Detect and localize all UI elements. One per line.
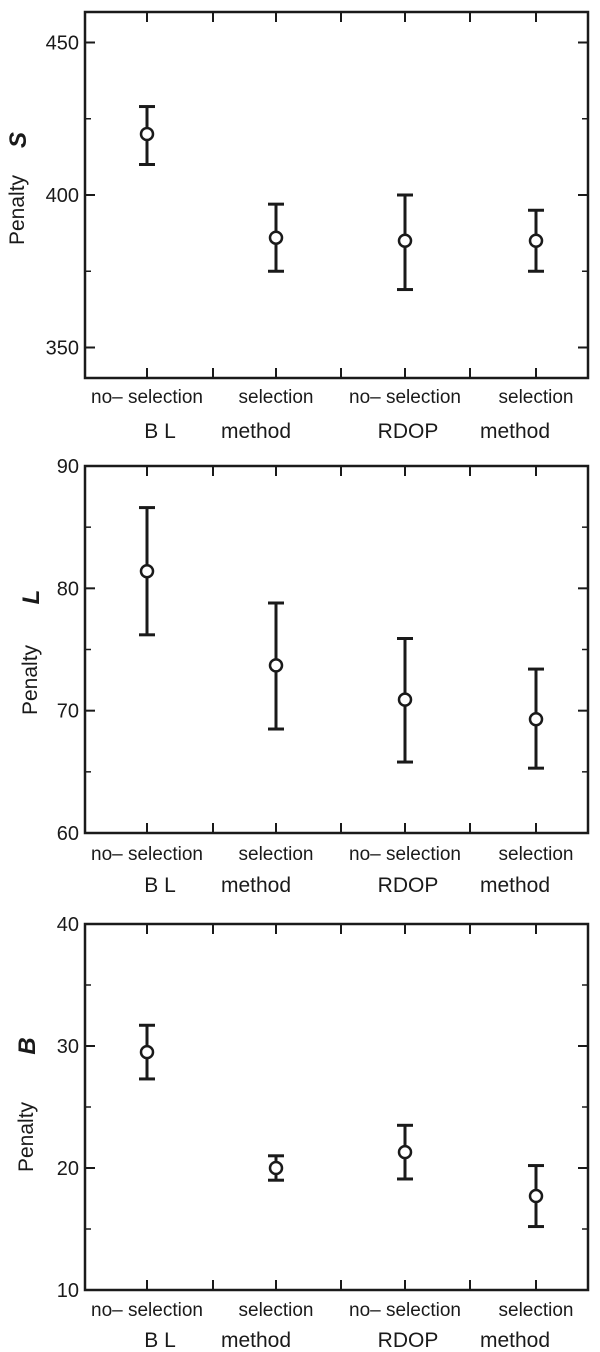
mean-marker	[139, 563, 155, 579]
category-label: selection	[499, 844, 574, 865]
plot-frame	[83, 464, 590, 835]
category-label: selection	[239, 844, 314, 865]
data-point-2	[268, 202, 284, 273]
y-axis-symbol: L	[18, 590, 45, 605]
mean-marker	[528, 711, 544, 727]
mean-marker	[139, 126, 155, 142]
y-tick-label: 90	[57, 456, 79, 478]
mean-marker	[397, 692, 413, 707]
category-label: no– selection	[349, 1300, 461, 1321]
category-label: no– selection	[91, 1300, 203, 1321]
mean-marker	[397, 233, 413, 248]
panel-2: 60 70 80 90 Penalty Lno– selection selection no…	[18, 456, 590, 897]
plot-frame	[83, 10, 590, 380]
data-point-2	[268, 601, 284, 731]
group-label: method	[221, 874, 291, 897]
y-tick-label: 20	[57, 1158, 79, 1180]
data-point-1	[139, 105, 155, 166]
mean-marker	[268, 1160, 284, 1176]
y-tick-label: 10	[57, 1280, 79, 1302]
group-label: B L	[144, 420, 176, 443]
data-point-2	[268, 1154, 284, 1182]
group-label: RDOP	[378, 420, 439, 443]
y-tick-label: 30	[57, 1036, 79, 1058]
y-tick-label: 350	[46, 338, 79, 360]
category-label: selection	[239, 387, 314, 408]
data-point-4	[528, 1164, 544, 1229]
mean-marker	[139, 1044, 155, 1060]
mean-marker	[528, 233, 544, 248]
y-tick-label: 70	[57, 701, 79, 723]
mean-marker	[528, 1188, 544, 1204]
category-label: no– selection	[349, 844, 461, 865]
mean-marker	[397, 1144, 413, 1160]
data-point-1	[139, 1023, 155, 1081]
data-point-3	[397, 636, 413, 764]
mean-marker	[268, 658, 284, 673]
y-axis-label: Penalty	[19, 644, 42, 715]
y-tick-label: 400	[46, 185, 79, 207]
data-point-3	[397, 1123, 413, 1181]
mean-marker	[268, 230, 284, 245]
y-tick-label: 450	[46, 33, 79, 55]
category-label: selection	[499, 1300, 574, 1321]
group-label: method	[221, 1329, 291, 1352]
group-label: RDOP	[378, 874, 439, 897]
y-tick-label: 60	[57, 823, 79, 845]
group-label: method	[480, 420, 550, 443]
group-label: method	[480, 874, 550, 897]
data-point-1	[139, 506, 155, 637]
panel-1: 350 400 450 Penalty Sno– selection selection n…	[5, 10, 590, 443]
y-axis-label: Penalty	[15, 1101, 38, 1172]
panel-3: 10 20 30 40 Penalty Bno– selection selection no…	[14, 914, 590, 1352]
y-axis-symbol: B	[14, 1037, 41, 1054]
group-label: B L	[144, 874, 176, 897]
y-tick-label: 40	[57, 914, 79, 936]
group-label: method	[480, 1329, 550, 1352]
category-label: no– selection	[91, 844, 203, 865]
category-label: no– selection	[91, 387, 203, 408]
group-label: B L	[144, 1329, 176, 1352]
group-label: method	[221, 420, 291, 443]
plot-frame	[83, 922, 590, 1292]
y-tick-label: 80	[57, 578, 79, 600]
category-label: no– selection	[349, 387, 461, 408]
category-label: selection	[239, 1300, 314, 1321]
y-axis-symbol: S	[5, 132, 32, 148]
y-axis-label: Penalty	[6, 174, 29, 245]
data-point-3	[397, 193, 413, 292]
category-label: selection	[499, 387, 574, 408]
data-point-4	[528, 208, 544, 273]
group-label: RDOP	[378, 1329, 439, 1352]
data-point-4	[528, 667, 544, 770]
